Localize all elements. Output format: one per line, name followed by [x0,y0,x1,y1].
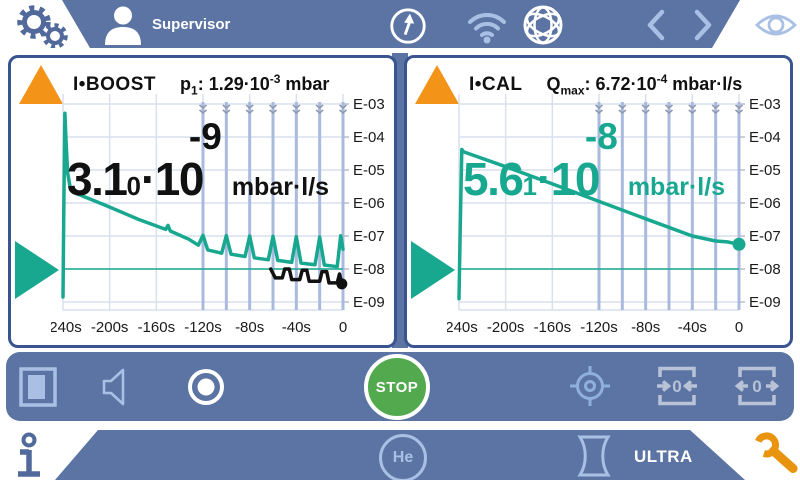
leak-rate-current-dot [732,237,746,251]
y-tick-label: E-08 [749,261,781,278]
display-icon[interactable] [18,366,58,408]
runtime-clock-icon[interactable] [387,5,429,47]
x-tick-label: -40s [282,319,311,336]
y-tick-label: E-05 [749,162,781,179]
y-tick-label: E-04 [749,129,781,146]
x-tick-label: -200s [91,319,129,336]
trend-chart-ical[interactable]: E-03 E-04 E-05 E-06 E-07 E-08 E-09 -240s -200s -1… [447,88,791,342]
y-tick-label: E-06 [749,195,781,212]
x-tick-label: -240s [447,319,478,336]
volume-icon[interactable] [97,367,133,407]
stop-button-label: STOP [375,378,419,396]
warning-triangle-icon[interactable] [415,65,459,104]
wrench-icon[interactable] [748,430,800,480]
panel-header: I•CAL Qmax: 6.72·10-4 mbar·l/s [469,72,742,98]
event-marker-icon [711,104,720,115]
eye-icon [754,14,798,36]
mode-range-label: ULTRA [634,447,693,466]
event-marker-icon [594,104,604,115]
y-tick-label: E-04 [353,129,385,146]
event-marker-icon [734,104,744,115]
y-tick-label: E-07 [353,228,385,245]
network-globe-icon[interactable] [521,3,565,47]
trend-chart-iboost[interactable]: E-03 E-04 E-05 E-06 E-07 E-08 E-09 -240s -200s -1… [51,88,395,342]
setpoint-marker-icon[interactable] [15,241,59,299]
y-tick-label: E-09 [749,294,781,311]
event-marker-icon [222,104,231,115]
event-marker-icon [641,104,650,115]
mass-range-icon[interactable] [572,434,616,478]
x-tick-label: -120s [580,319,618,336]
event-marker-icon [315,104,324,115]
x-tick-label: -120s [184,319,222,336]
reference-curve [268,267,344,286]
stop-button[interactable]: STOP [364,354,430,420]
y-tick-label: E-03 [749,96,781,113]
leak-rate-reading: 3.1 0·10 -9 mbar·l/s [67,116,330,205]
helium-label: He [392,449,414,466]
event-marker-icon [245,104,254,115]
svg-text:0: 0 [752,377,761,396]
gears-icon [17,5,68,48]
reference-current-dot [336,278,348,290]
panel-ical: I•CAL Qmax: 6.72·10-4 mbar·l/s E-03 E-04 E… [404,55,793,348]
leak-rate-reading: 5.6 1·10 -8 mbar·l/s [463,116,726,205]
y-tick-label: E-07 [749,228,781,245]
event-marker-icon [664,104,674,115]
leak-rate-curve [61,111,345,299]
y-tick-label: E-09 [353,294,385,311]
x-tick-label: -240s [51,319,82,336]
chevron-right-icon[interactable] [692,9,714,41]
setpoint-marker-icon[interactable] [411,241,455,299]
x-tick-label: 0 [339,319,347,336]
event-marker-icon [198,104,208,115]
y-tick-label: E-05 [353,162,385,179]
target-icon[interactable] [568,364,612,408]
x-tick-label: -200s [487,319,525,336]
pressure-readout: p1: 1.29·10-3 mbar [180,72,330,98]
chevron-left-icon[interactable] [645,9,667,41]
warning-triangle-icon[interactable] [19,65,63,104]
y-tick-label: E-08 [353,261,385,278]
x-tick-label: -80s [631,319,660,336]
svg-text:0: 0 [672,377,681,396]
zero-off-icon[interactable]: 0 [734,364,780,408]
x-tick-label: -40s [678,319,707,336]
y-tick-label: E-06 [353,195,385,212]
panel-header: I•BOOST p1: 1.29·10-3 mbar [73,72,329,98]
helium-icon[interactable]: He [379,434,427,480]
x-tick-label: -80s [235,319,264,336]
x-tick-label: 0 [735,319,743,336]
event-marker-icon [688,104,697,115]
x-tick-label: -160s [138,319,176,336]
mode-label: I•CAL [469,74,523,95]
event-marker-icon [268,104,278,115]
event-marker-icon [338,104,348,115]
user-label: Supervisor [152,16,231,33]
user-icon[interactable] [101,3,145,47]
mode-label: I•BOOST [73,74,156,95]
event-marker-icon [292,104,301,115]
panel-iboost: I•BOOST p1: 1.29·10-3 mbar E-03 E-04 E-05 E… [8,55,397,348]
record-icon[interactable] [185,366,227,408]
leak-rate-curve [457,147,741,301]
info-icon[interactable] [14,432,46,480]
x-tick-label: -160s [534,319,572,336]
qmax-readout: Qmax: 6.72·10-4 mbar·l/s [546,72,743,98]
wifi-icon[interactable] [465,5,509,45]
zero-on-icon[interactable]: 0 [654,364,700,408]
event-marker-icon [618,104,627,115]
y-tick-label: E-03 [353,96,385,113]
